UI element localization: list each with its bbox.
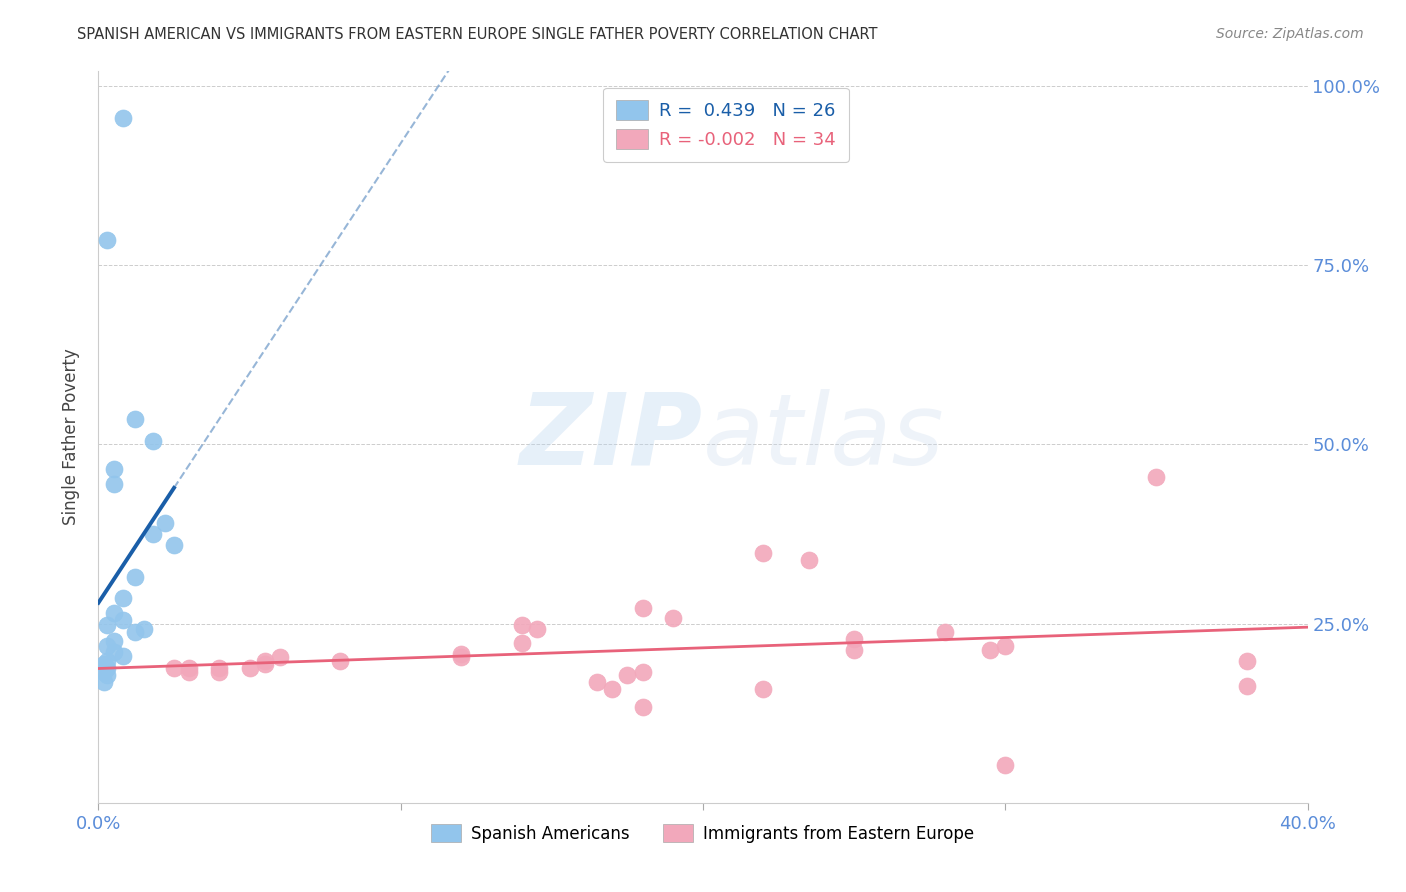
Point (111, 613, 134, 627)
Point (163, 661, 186, 675)
Point (253, 657, 276, 672)
Point (844, 643, 866, 657)
Point (179, 661, 201, 675)
Point (124, 625, 146, 640)
Point (96, 618, 118, 632)
Point (752, 682, 775, 697)
Point (111, 111, 134, 125)
Point (142, 527, 165, 541)
Point (979, 643, 1001, 657)
Point (124, 412, 146, 426)
Point (450, 650, 472, 665)
Y-axis label: Single Father Poverty: Single Father Poverty (62, 349, 80, 525)
Point (163, 538, 186, 552)
Point (510, 636, 533, 650)
Point (111, 648, 134, 663)
Point (631, 600, 654, 615)
Point (586, 675, 609, 690)
Point (103, 462, 125, 476)
Point (934, 625, 956, 640)
Point (96, 661, 118, 675)
Point (616, 668, 638, 682)
Point (103, 634, 125, 648)
Legend: Spanish Americans, Immigrants from Eastern Europe: Spanish Americans, Immigrants from Easte… (425, 817, 981, 849)
Point (329, 654, 352, 668)
Point (208, 661, 231, 675)
Text: SPANISH AMERICAN VS IMMIGRANTS FROM EASTERN EUROPE SINGLE FATHER POVERTY CORRELA: SPANISH AMERICAN VS IMMIGRANTS FROM EAST… (77, 27, 877, 42)
Point (179, 665, 201, 679)
Point (797, 553, 820, 567)
Point (269, 650, 291, 665)
Point (1144, 469, 1167, 483)
Point (103, 645, 125, 659)
Point (93, 657, 115, 672)
Point (103, 606, 125, 620)
Point (661, 611, 683, 625)
Point (96, 233, 118, 247)
Point (1236, 679, 1258, 693)
Text: Source: ZipAtlas.com: Source: ZipAtlas.com (1216, 27, 1364, 41)
Point (96, 654, 118, 668)
Point (526, 622, 548, 636)
Point (124, 570, 146, 584)
Point (752, 546, 775, 560)
Point (153, 516, 176, 530)
Point (93, 675, 115, 690)
Text: ZIP: ZIP (520, 389, 703, 485)
Point (450, 647, 472, 661)
Point (103, 476, 125, 491)
Point (510, 618, 533, 632)
Point (96, 640, 118, 654)
Point (631, 665, 654, 679)
Point (93, 665, 115, 679)
Point (602, 682, 624, 697)
Point (631, 700, 654, 714)
Point (994, 757, 1017, 772)
Point (994, 640, 1017, 654)
Point (1236, 654, 1258, 668)
Point (142, 434, 165, 448)
Point (253, 654, 276, 668)
Point (96, 668, 118, 682)
Point (844, 632, 866, 647)
Point (111, 591, 134, 606)
Point (132, 622, 155, 636)
Point (208, 665, 231, 679)
Text: atlas: atlas (703, 389, 945, 485)
Point (239, 661, 262, 675)
